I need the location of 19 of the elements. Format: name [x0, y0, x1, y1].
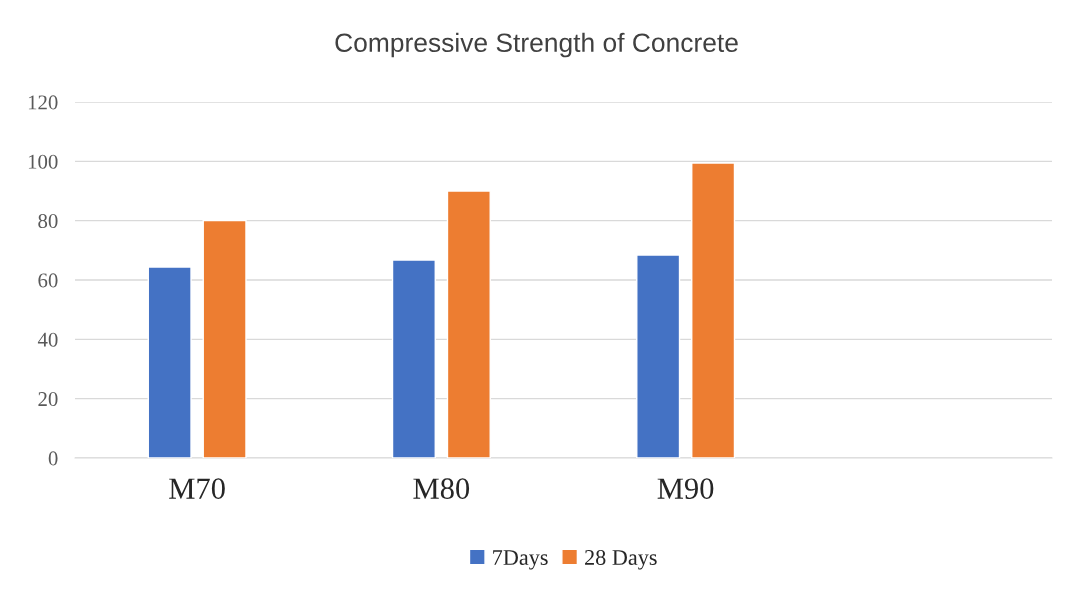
chart-title: Compressive Strength of Concrete — [335, 32, 738, 58]
x-tick-label: M70 — [169, 478, 225, 499]
bar — [636, 254, 681, 458]
x-tick-label: M80 — [413, 478, 470, 499]
y-tick-label: 0 — [48, 451, 58, 466]
y-tick-label: 120 — [28, 95, 58, 110]
bar — [446, 190, 491, 458]
x-tick-label: M90 — [657, 478, 714, 499]
y-tick-label: 80 — [38, 214, 58, 229]
legend-label: 7Days — [493, 550, 548, 570]
y-tick-label: 100 — [28, 154, 58, 169]
bar — [147, 266, 192, 458]
bar — [391, 259, 436, 458]
bar — [691, 162, 736, 458]
y-tick-label: 60 — [38, 273, 58, 288]
bar — [202, 219, 247, 458]
y-tick-label: 20 — [38, 392, 58, 407]
legend-label: 28 Days — [585, 549, 657, 570]
y-tick-label: 40 — [37, 332, 58, 347]
